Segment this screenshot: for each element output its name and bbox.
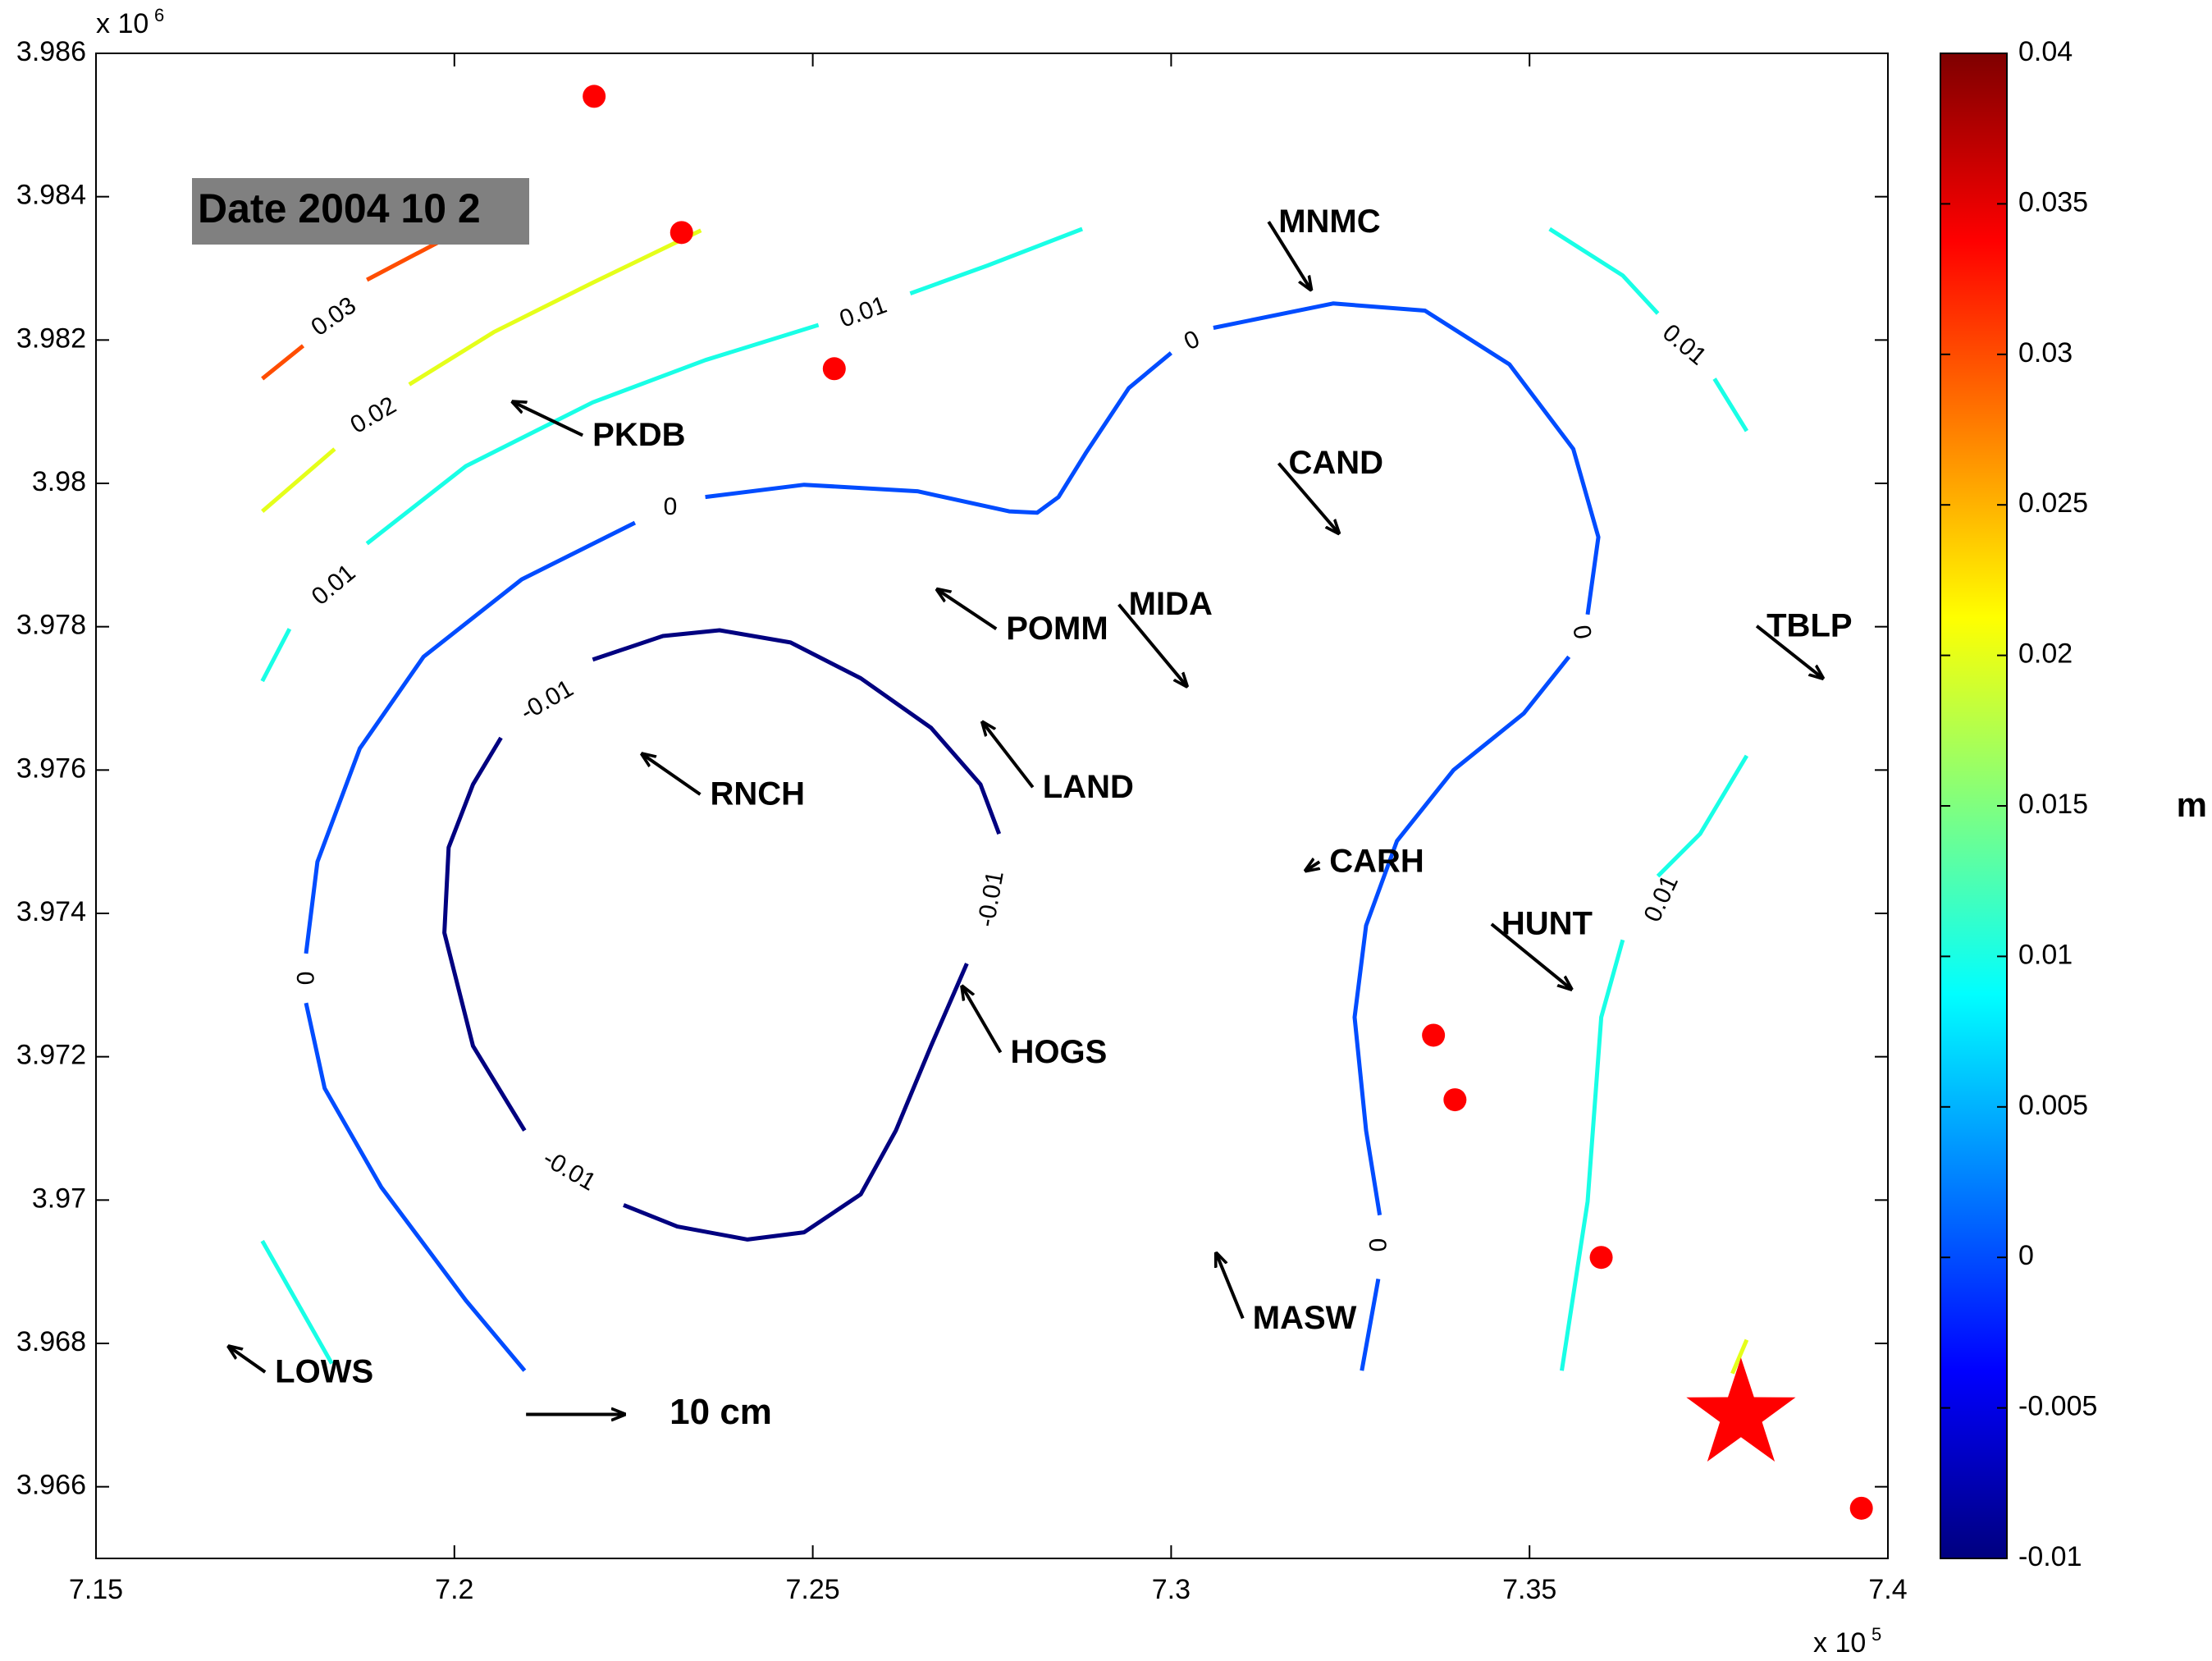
x-tick-label: 7.2 <box>435 1574 473 1605</box>
event-dot <box>1849 1496 1873 1520</box>
displacement-arrow <box>1277 462 1338 533</box>
displacement-arrow <box>1490 922 1571 989</box>
colorbar-tick-label: 0.015 <box>2018 789 2088 820</box>
y-tick-label: 3.98 <box>32 466 86 497</box>
x-multiplier: x 10 <box>1813 1627 1866 1659</box>
contour-line <box>304 301 1601 1372</box>
y-tick-label: 3.972 <box>16 1040 86 1071</box>
displacement-arrow <box>1267 221 1311 290</box>
contour-label: 0 <box>664 493 678 520</box>
event-dot <box>1443 1088 1467 1112</box>
station-label: PKDB <box>592 417 685 453</box>
displacement-arrow <box>962 986 1003 1054</box>
station-label: MASW <box>1253 1300 1357 1336</box>
displacement-arrow <box>229 1347 267 1374</box>
station-label: MNMC <box>1278 204 1380 240</box>
displacement-arrow <box>1755 625 1822 679</box>
event-dot <box>1589 1246 1613 1270</box>
y-tick-label: 3.982 <box>16 323 86 354</box>
colorbar-tick-label: 0 <box>2018 1240 2034 1271</box>
x-tick-label: 7.15 <box>69 1574 123 1605</box>
x-power: 5 <box>1872 1624 1881 1645</box>
colorbar-tick-label: -0.005 <box>2018 1391 2097 1422</box>
event-dot <box>583 85 606 108</box>
station-label: TBLP <box>1766 607 1852 643</box>
contour-line <box>1560 754 1749 1371</box>
y-tick-label: 3.968 <box>16 1326 86 1357</box>
colorbar-label: m <box>2177 785 2207 824</box>
station-label: LAND <box>1043 769 1134 805</box>
station-label: MIDA <box>1129 586 1213 622</box>
station-label: CAND <box>1288 445 1383 481</box>
contour-line <box>260 1239 334 1365</box>
x-tick-label: 7.25 <box>786 1574 840 1605</box>
contour-line <box>261 228 1749 1375</box>
x-tick-label: 7.4 <box>1868 1574 1907 1605</box>
y-tick-label: 3.97 <box>32 1183 86 1214</box>
contour-label: 0 <box>1364 1238 1391 1252</box>
colorbar-tick-label: 0.005 <box>2018 1090 2088 1121</box>
plot-frame <box>95 53 1889 1559</box>
colorbar-tick-label: 0.025 <box>2018 487 2088 519</box>
displacement-arrow <box>1117 603 1187 687</box>
contour-line <box>260 226 1084 683</box>
station-label: RNCH <box>710 776 805 812</box>
station-label: HUNT <box>1501 906 1593 942</box>
contour-label: 0 <box>1567 623 1596 641</box>
date-box <box>192 178 529 245</box>
displacement-arrow <box>642 754 702 796</box>
displacement-arrow <box>513 402 584 437</box>
contour-label: 0 <box>291 972 318 986</box>
contour-line <box>442 628 1002 1242</box>
date-label: Date 2004 10 2 <box>198 185 481 231</box>
x-tick-label: 7.3 <box>1152 1574 1191 1605</box>
colorbar-tick-label: 0.035 <box>2018 186 2088 217</box>
y-tick-label: 3.986 <box>16 36 86 67</box>
colorbar-tick-label: 0.02 <box>2018 638 2073 670</box>
x-tick-label: 7.35 <box>1502 1574 1556 1605</box>
station-label: CARH <box>1329 844 1424 880</box>
displacement-arrow <box>1305 862 1321 871</box>
contour-line <box>1548 226 1749 432</box>
y-tick-label: 3.966 <box>16 1470 86 1501</box>
event-dot <box>670 221 693 245</box>
colorbar-tick-label: 0.01 <box>2018 939 2073 970</box>
y-multiplier: x 10 <box>96 8 149 39</box>
colorbar-tick-label: 0.03 <box>2018 337 2073 368</box>
y-power: 6 <box>154 5 164 25</box>
y-tick-label: 3.976 <box>16 753 86 784</box>
colorbar-tick-label: -0.01 <box>2018 1541 2082 1572</box>
station-label: POMM <box>1006 611 1108 647</box>
displacement-arrow <box>937 589 998 630</box>
colorbar-tick-label: 0.04 <box>2018 36 2073 67</box>
mainshock-star <box>1686 1357 1796 1462</box>
reference-label: 10 cm <box>670 1392 772 1432</box>
y-tick-label: 3.984 <box>16 180 86 211</box>
event-dot <box>822 357 846 381</box>
y-tick-label: 3.974 <box>16 896 86 927</box>
station-label: HOGS <box>1010 1034 1107 1070</box>
colorbar <box>1940 53 2008 1559</box>
displacement-arrow <box>1216 1253 1245 1320</box>
y-tick-label: 3.978 <box>16 610 86 641</box>
station-label: LOWS <box>275 1353 373 1389</box>
event-dot <box>1422 1023 1446 1047</box>
displacement-arrow <box>983 722 1035 789</box>
